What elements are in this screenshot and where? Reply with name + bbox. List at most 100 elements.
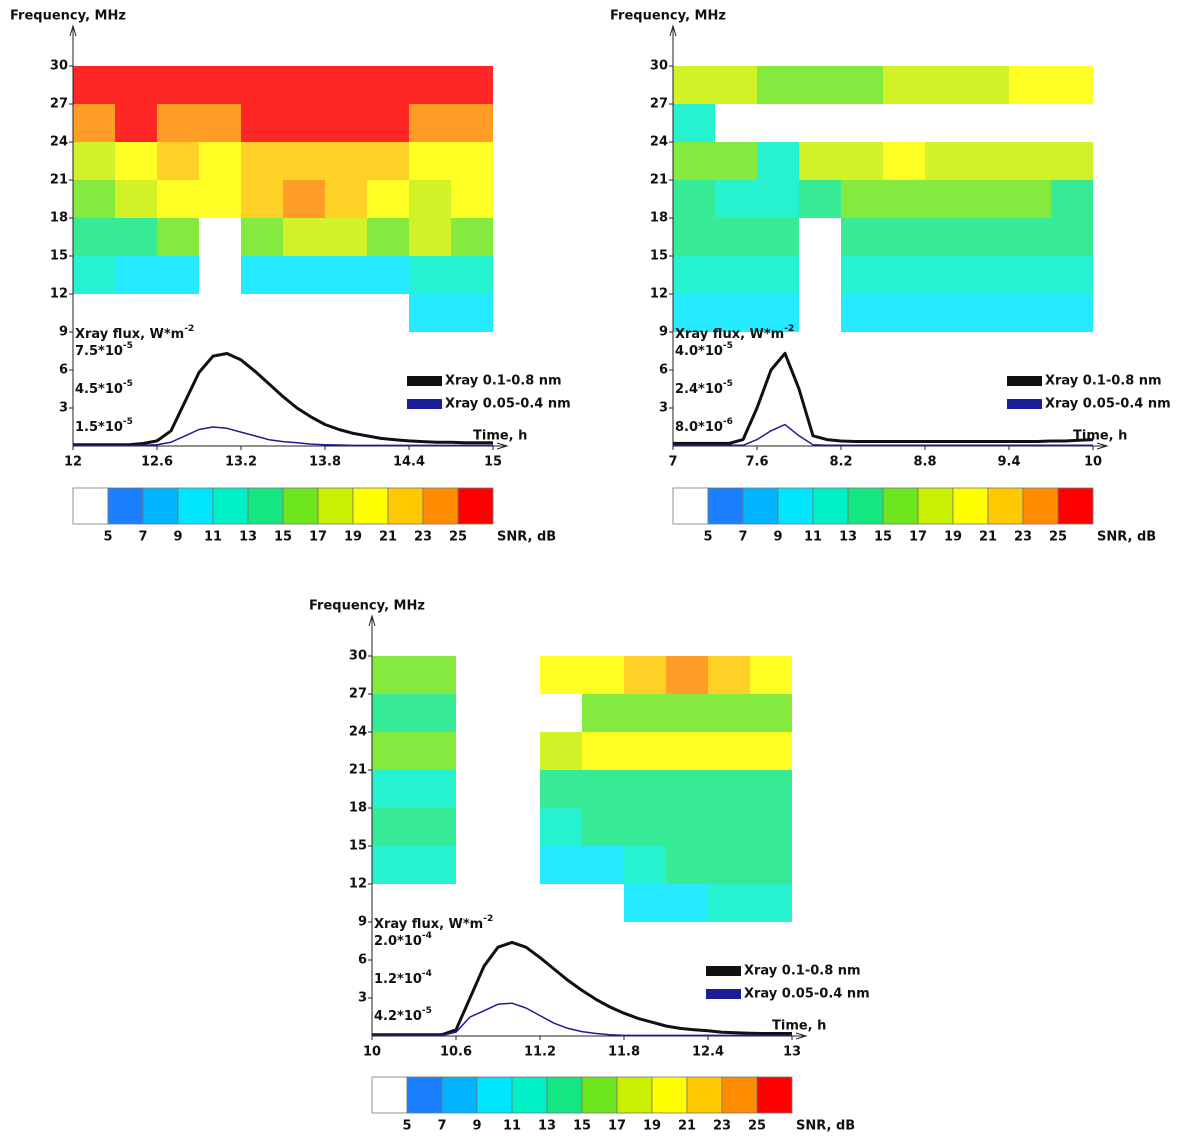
heatmap-cell [325, 218, 367, 256]
colorbar-swatch [952, 487, 989, 525]
heatmap-cell [73, 104, 115, 142]
colorbar-tick-label: 21 [678, 1119, 696, 1134]
heatmap-cell [1051, 66, 1093, 104]
x-tick-label: 13 [783, 1045, 801, 1060]
heatmap-cell [73, 218, 115, 256]
heatmap-cell [673, 104, 715, 142]
legend-label: Xray 0.05-0.4 nm [744, 987, 870, 1002]
heatmap-cell [582, 732, 624, 770]
colorbar-swatch [72, 487, 109, 525]
colorbar-tick-label: 25 [1049, 530, 1067, 545]
heatmap-cell [750, 732, 792, 770]
heatmap-cell [708, 656, 750, 694]
heatmap-cell [925, 180, 967, 218]
y-tick-label: 12 [349, 877, 367, 892]
x-axis-arrow [1096, 442, 1109, 450]
flux-line [73, 352, 493, 447]
heatmap-cell [199, 180, 241, 218]
heatmap-cell [757, 142, 799, 180]
heatmap-cell [451, 294, 493, 332]
flux-tick-label: 7.5*10-5 [75, 341, 133, 359]
heatmap-cell [199, 104, 241, 142]
y-tick-label: 15 [50, 249, 68, 264]
heatmap-cell [673, 66, 715, 104]
heatmap-cell [1051, 256, 1093, 294]
heatmap-cell [925, 142, 967, 180]
heatmap-cell [540, 732, 582, 770]
y-tick-label: 27 [650, 97, 668, 112]
colorbar-tick-label: 23 [414, 530, 432, 545]
colorbar-tick-label: 21 [979, 530, 997, 545]
heatmap-cell [715, 256, 757, 294]
heatmap-cell [283, 256, 325, 294]
heatmap-cell [1009, 66, 1051, 104]
x-axis-label: Time, h [772, 1019, 826, 1034]
legend-swatch [706, 966, 741, 976]
flux-axis-label-exponent: -2 [483, 914, 493, 924]
x-tick-label: 7.6 [745, 455, 768, 470]
heatmap-cell [841, 256, 883, 294]
heatmap-cell [715, 66, 757, 104]
heatmap-cell [624, 656, 666, 694]
flux-tick-label: 2.4*10-5 [675, 379, 733, 397]
heatmap-cell [414, 846, 456, 884]
heatmap-cell [1009, 294, 1051, 332]
heatmap-cell [666, 884, 708, 922]
x-tick-label: 10.6 [440, 1045, 472, 1060]
heatmap-cell [367, 180, 409, 218]
flux-line [372, 940, 792, 1037]
colorbar-swatch [917, 487, 954, 525]
x-tick-label: 10 [363, 1045, 381, 1060]
flux-tick-label-exponent: -5 [123, 341, 133, 351]
flux-tick-label-base: 1.2*10 [374, 972, 422, 987]
heatmap-cell [367, 104, 409, 142]
colorbar-tick-label: 23 [713, 1119, 731, 1134]
heatmap-cell [883, 256, 925, 294]
heatmap-cell [715, 142, 757, 180]
heatmap-cell [372, 656, 414, 694]
y-tick-label: 21 [349, 763, 367, 778]
legend-swatch [407, 376, 442, 386]
heatmap-cell [325, 66, 367, 104]
y-tick-label: 12 [650, 287, 668, 302]
flux-tick-label: 4.2*10-5 [374, 1006, 432, 1024]
x-axis-arrow [795, 1032, 808, 1040]
flux-axis-label-base: Xray flux, W*m [675, 327, 784, 342]
y-tick-label: 9 [59, 325, 68, 340]
flux-tick-label-base: 2.4*10 [675, 382, 723, 397]
heatmap-cell [115, 256, 157, 294]
colorbar-label: SNR, dB [1097, 530, 1156, 545]
heatmap-cell [841, 142, 883, 180]
colorbar-tick-label: 19 [944, 530, 962, 545]
heatmap-cell [157, 142, 199, 180]
heatmap-cell [283, 180, 325, 218]
heatmap-cell [409, 104, 451, 142]
x-axis-arrow [496, 442, 509, 450]
colorbar-tick-label: 7 [738, 530, 747, 545]
legend-label: Xray 0.1-0.8 nm [744, 964, 861, 979]
heatmap-cell [409, 218, 451, 256]
heatmap-cell [708, 770, 750, 808]
legend-swatch [1007, 399, 1042, 409]
heatmap-cell [409, 256, 451, 294]
heatmap-cell [708, 808, 750, 846]
legend-label: Xray 0.05-0.4 nm [445, 397, 571, 412]
flux-axis-label-base: Xray flux, W*m [75, 327, 184, 342]
y-tick-label: 30 [50, 59, 68, 74]
heatmap-cell [883, 180, 925, 218]
flux-line [73, 426, 493, 447]
colorbar-swatch [707, 487, 744, 525]
y-tick-label: 24 [650, 135, 668, 150]
heatmap-cell [666, 846, 708, 884]
heatmap-cell [115, 218, 157, 256]
colorbar-swatch [441, 1076, 478, 1114]
y-tick-label: 9 [358, 915, 367, 930]
y-tick-label: 3 [59, 401, 68, 416]
colorbar-swatch [546, 1076, 583, 1114]
heatmap-cell [841, 218, 883, 256]
heatmap-cell [673, 142, 715, 180]
heatmap-cell [715, 294, 757, 332]
heatmap-cell [115, 66, 157, 104]
